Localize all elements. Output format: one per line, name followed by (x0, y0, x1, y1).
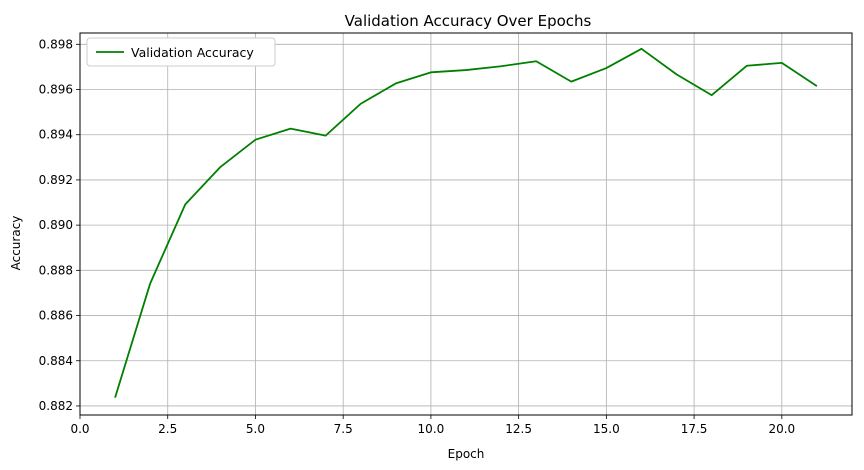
y-tick-label: 0.890 (39, 218, 73, 232)
plot-frame (79, 32, 853, 416)
x-tick-label: 5.0 (246, 422, 265, 436)
x-tick-label: 12.5 (505, 422, 532, 436)
x-tick-label: 2.5 (158, 422, 177, 436)
series-line-validation-accuracy (114, 47, 818, 398)
y-tick-label: 0.898 (39, 37, 73, 51)
x-tick-label: 0.0 (70, 422, 89, 436)
y-tick-label: 0.892 (39, 173, 73, 187)
y-tick-label: 0.886 (39, 309, 73, 323)
y-tick-label: 0.882 (39, 399, 73, 413)
x-axis-label: Epoch (448, 447, 485, 461)
x-tick-label: 15.0 (593, 422, 620, 436)
y-tick-label: 0.884 (39, 354, 73, 368)
x-tick-label: 17.5 (681, 422, 708, 436)
y-tick-label: 0.894 (39, 128, 73, 142)
legend-label: Validation Accuracy (131, 45, 254, 60)
x-axis-ticks: 0.0 2.5 5.0 7.5 10.0 12.5 15.0 17.5 20.0 (70, 415, 795, 436)
chart-title: Validation Accuracy Over Epochs (345, 12, 592, 30)
x-tick-label: 10.0 (418, 422, 445, 436)
y-tick-label: 0.888 (39, 263, 73, 277)
y-axis-label: Accuracy (9, 216, 23, 271)
y-axis-ticks: 0.882 0.884 0.886 0.888 0.890 0.892 0.894 0.896… (39, 37, 80, 413)
x-tick-label: 20.0 (768, 422, 795, 436)
series-layer (114, 47, 818, 398)
x-tick-label: 7.5 (334, 422, 353, 436)
legend-box (86, 37, 276, 67)
legend: Validation Accuracy (86, 37, 276, 67)
grid-lines (79, 33, 852, 415)
y-tick-label: 0.896 (39, 83, 73, 97)
